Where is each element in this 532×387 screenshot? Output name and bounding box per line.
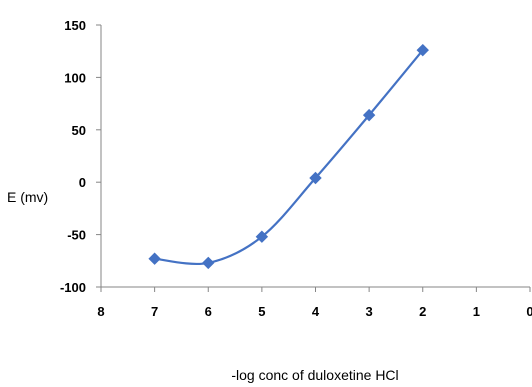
x-tick-label: 7	[151, 304, 158, 319]
x-ticks: 8 7 6 5 4 3 2 1 0	[97, 287, 532, 319]
data-point	[202, 256, 215, 270]
x-tick-label: 1	[473, 304, 480, 319]
data-point	[362, 108, 376, 122]
x-tick-label: 5	[258, 304, 265, 319]
y-tick-label: 150	[64, 18, 86, 33]
data-point	[148, 252, 161, 265]
data-point	[255, 230, 269, 243]
y-tick-label: 50	[72, 123, 86, 138]
x-tick-label: 6	[205, 304, 212, 319]
x-tick-label: 0	[526, 304, 532, 319]
x-axis-title: -log conc of duloxetine HCl	[231, 367, 398, 383]
y-tick-label: 100	[64, 70, 86, 85]
data-point	[416, 43, 429, 57]
data-point	[309, 171, 322, 185]
series-line	[154, 49, 424, 265]
data-markers	[148, 43, 429, 270]
y-axis-title: E (mv)	[7, 189, 48, 205]
axes	[100, 25, 530, 288]
y-ticks: 150 100 50 0 -50 -100	[60, 18, 101, 295]
y-tick-label: 0	[79, 175, 86, 190]
x-tick-label: 8	[97, 304, 104, 319]
y-tick-label: -100	[60, 280, 86, 295]
x-tick-label: 4	[312, 304, 320, 319]
y-tick-label: -50	[67, 228, 86, 243]
x-tick-label: 2	[419, 304, 426, 319]
x-tick-label: 3	[366, 304, 373, 319]
